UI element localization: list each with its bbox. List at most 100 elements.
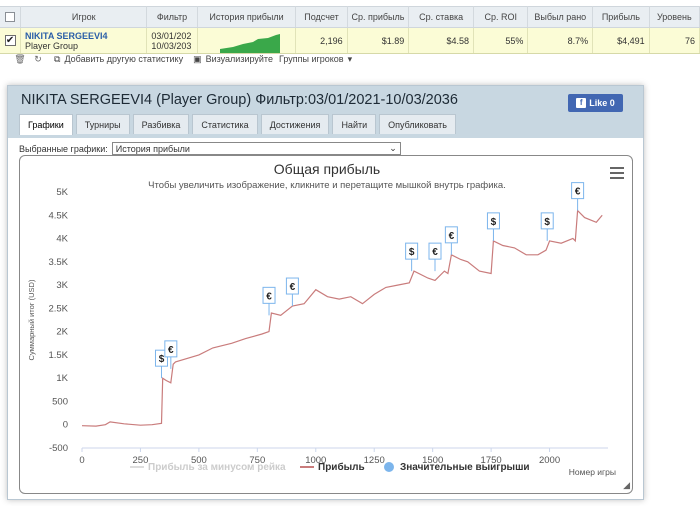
big-win-marker-symbol: €: [168, 345, 174, 356]
x-tick-label: 2000: [539, 455, 560, 466]
add-stats-label: Добавить другую статистику: [64, 54, 184, 64]
col-header-count[interactable]: Подсчет: [295, 6, 348, 28]
big-win-marker-box: [486, 212, 500, 230]
profit-history-sparkline[interactable]: [198, 29, 293, 53]
y-tick-label: 5K: [56, 187, 68, 198]
big-win-marker-box: [405, 242, 419, 260]
stats-table: Игрок Фильтр История прибыли Подсчет Ср.…: [0, 6, 700, 54]
filter-to: 10/03/203: [151, 40, 192, 51]
visualize-button[interactable]: ▣ Визуализируйте: [193, 54, 273, 65]
image-icon: ▣: [193, 53, 202, 64]
x-tick-label: 1000: [305, 455, 326, 466]
add-stats-icon: ⧉: [54, 53, 61, 64]
legend-item-label: Прибыль: [318, 461, 365, 473]
chart-title: Общая прибыль: [273, 161, 381, 177]
facebook-like-button[interactable]: f Like 0: [568, 94, 623, 112]
y-tick-label: 2.5K: [48, 303, 68, 314]
level-cell: 76: [649, 27, 700, 54]
chart-menu-icon[interactable]: [610, 167, 624, 182]
big-win-marker-box: [285, 277, 299, 295]
select-all-checkbox[interactable]: [5, 12, 16, 23]
tab-publish[interactable]: Опубликовать: [379, 114, 456, 134]
panel-title: NIKITA SERGEEVI4 (Player Group) Фильтр:0…: [21, 92, 458, 108]
big-win-marker-symbol: €: [575, 187, 581, 198]
panel-tabs: Графики Турниры Разбивка Статистика Дост…: [19, 114, 456, 135]
x-tick-label: 0: [79, 455, 84, 466]
x-tick-label: 1500: [422, 455, 443, 466]
legend-item-label: Прибыль за минусом рейка: [148, 461, 286, 473]
col-header-level[interactable]: Уровень: [649, 6, 700, 28]
big-win-marker-box: [428, 242, 442, 260]
y-tick-label: 3K: [56, 280, 68, 291]
profit-history-cell[interactable]: [197, 27, 297, 54]
early-out-cell: 8.7%: [527, 27, 594, 54]
chevron-down-icon: ⌄: [389, 143, 397, 153]
chart-select-value: История прибыли: [115, 143, 190, 154]
player-cell[interactable]: NIKITA SERGEEVI4 Player Group: [20, 27, 148, 54]
chart-plot[interactable]: -500 0 500 1K 1.5K 2K 2.5K 3K 3.5K 4K 4.5K 5K 0 250 50…: [20, 156, 634, 493]
chart-select-label: Выбранные графики:: [19, 143, 108, 154]
legend-item-label: Значительные выигрыши: [400, 462, 530, 473]
avg-profit-cell: $1.89: [347, 27, 410, 54]
y-tick-label: -500: [49, 443, 68, 454]
big-win-marker-box: [444, 226, 458, 244]
col-header-player[interactable]: Игрок: [20, 6, 148, 28]
stats-toolbar: 🗑 ↻ ⧉ Добавить другую статистику ▣ Визуа…: [0, 52, 700, 66]
filter-from: 03/01/202: [151, 30, 192, 41]
y-tick-label: 1.5K: [48, 350, 68, 361]
col-header-profit[interactable]: Прибыль: [592, 6, 650, 28]
tab-charts[interactable]: Графики: [19, 114, 73, 135]
player-groups-dropdown[interactable]: Группы игроков ▾: [279, 54, 352, 65]
table-header-row: Игрок Фильтр История прибыли Подсчет Ср.…: [0, 6, 700, 28]
big-win-marker-box: [164, 340, 178, 358]
big-win-marker-symbol: $: [409, 247, 415, 258]
big-win-marker-symbol: €: [449, 231, 455, 242]
tab-statistics[interactable]: Статистика: [192, 114, 258, 134]
col-header-avg-stake[interactable]: Ср. ставка: [408, 6, 474, 28]
resize-grip-icon[interactable]: ◢: [623, 480, 630, 490]
profit-series-line: [81, 209, 603, 427]
x-tick-label: 250: [133, 455, 149, 466]
col-header-early-out[interactable]: Выбыл рано: [527, 6, 594, 28]
chart-select[interactable]: История прибыли ⌄: [111, 142, 401, 155]
chart-select-row: Выбранные графики: История прибыли ⌄: [19, 142, 401, 155]
player-group-label: Player Group: [25, 40, 79, 51]
x-axis-title: Номер игры: [569, 467, 616, 477]
profit-cell: $4,491: [592, 27, 650, 54]
select-all-checkbox-cell[interactable]: [0, 6, 22, 28]
profit-chart[interactable]: Общая прибыль Чтобы увеличить изображени…: [19, 155, 633, 494]
tab-find[interactable]: Найти: [332, 114, 377, 134]
x-tick-label: 500: [191, 455, 207, 466]
trash-icon[interactable]: 🗑: [14, 53, 26, 64]
refresh-icon[interactable]: ↻: [34, 53, 42, 64]
player-name-link[interactable]: NIKITA SERGEEVI4: [25, 30, 108, 41]
legend-dot: [384, 462, 394, 472]
col-header-filter[interactable]: Фильтр: [146, 6, 198, 28]
count-cell: 2,196: [295, 27, 348, 54]
y-tick-label: 4.5K: [48, 210, 68, 221]
player-groups-label: Группы игроков: [278, 54, 344, 64]
col-header-avg-profit[interactable]: Ср. прибыль: [347, 6, 410, 28]
big-win-marker-box: [262, 286, 276, 304]
x-tick-label: 1750: [481, 455, 502, 466]
row-checkbox[interactable]: ✔: [4, 35, 16, 46]
big-win-marker-symbol: €: [432, 247, 438, 258]
add-stats-button[interactable]: ⧉ Добавить другую статистику: [54, 54, 183, 65]
big-win-marker-symbol: €: [290, 282, 296, 293]
table-row[interactable]: ✔ NIKITA SERGEEVI4 Player Group 03/01/20…: [0, 27, 700, 54]
row-checkbox-cell[interactable]: ✔: [0, 27, 22, 54]
facebook-like-label: Like 0: [589, 98, 615, 108]
big-win-marker-symbol: $: [544, 217, 550, 228]
tab-breakdown[interactable]: Разбивка: [132, 114, 190, 134]
visualize-label: Визуализируйте: [205, 54, 273, 64]
facebook-icon: f: [576, 98, 587, 108]
col-header-profit-history[interactable]: История прибыли: [197, 6, 297, 28]
big-win-marker-box: [571, 182, 585, 200]
y-tick-label: 2K: [56, 327, 68, 338]
tab-tournaments[interactable]: Турниры: [75, 114, 130, 134]
big-win-marker-symbol: €: [266, 291, 272, 302]
tab-achievements[interactable]: Достижения: [260, 114, 330, 134]
sparkline-area: [219, 34, 280, 53]
col-header-avg-roi[interactable]: Ср. ROI: [473, 6, 529, 28]
big-win-marker-box: [540, 212, 554, 230]
